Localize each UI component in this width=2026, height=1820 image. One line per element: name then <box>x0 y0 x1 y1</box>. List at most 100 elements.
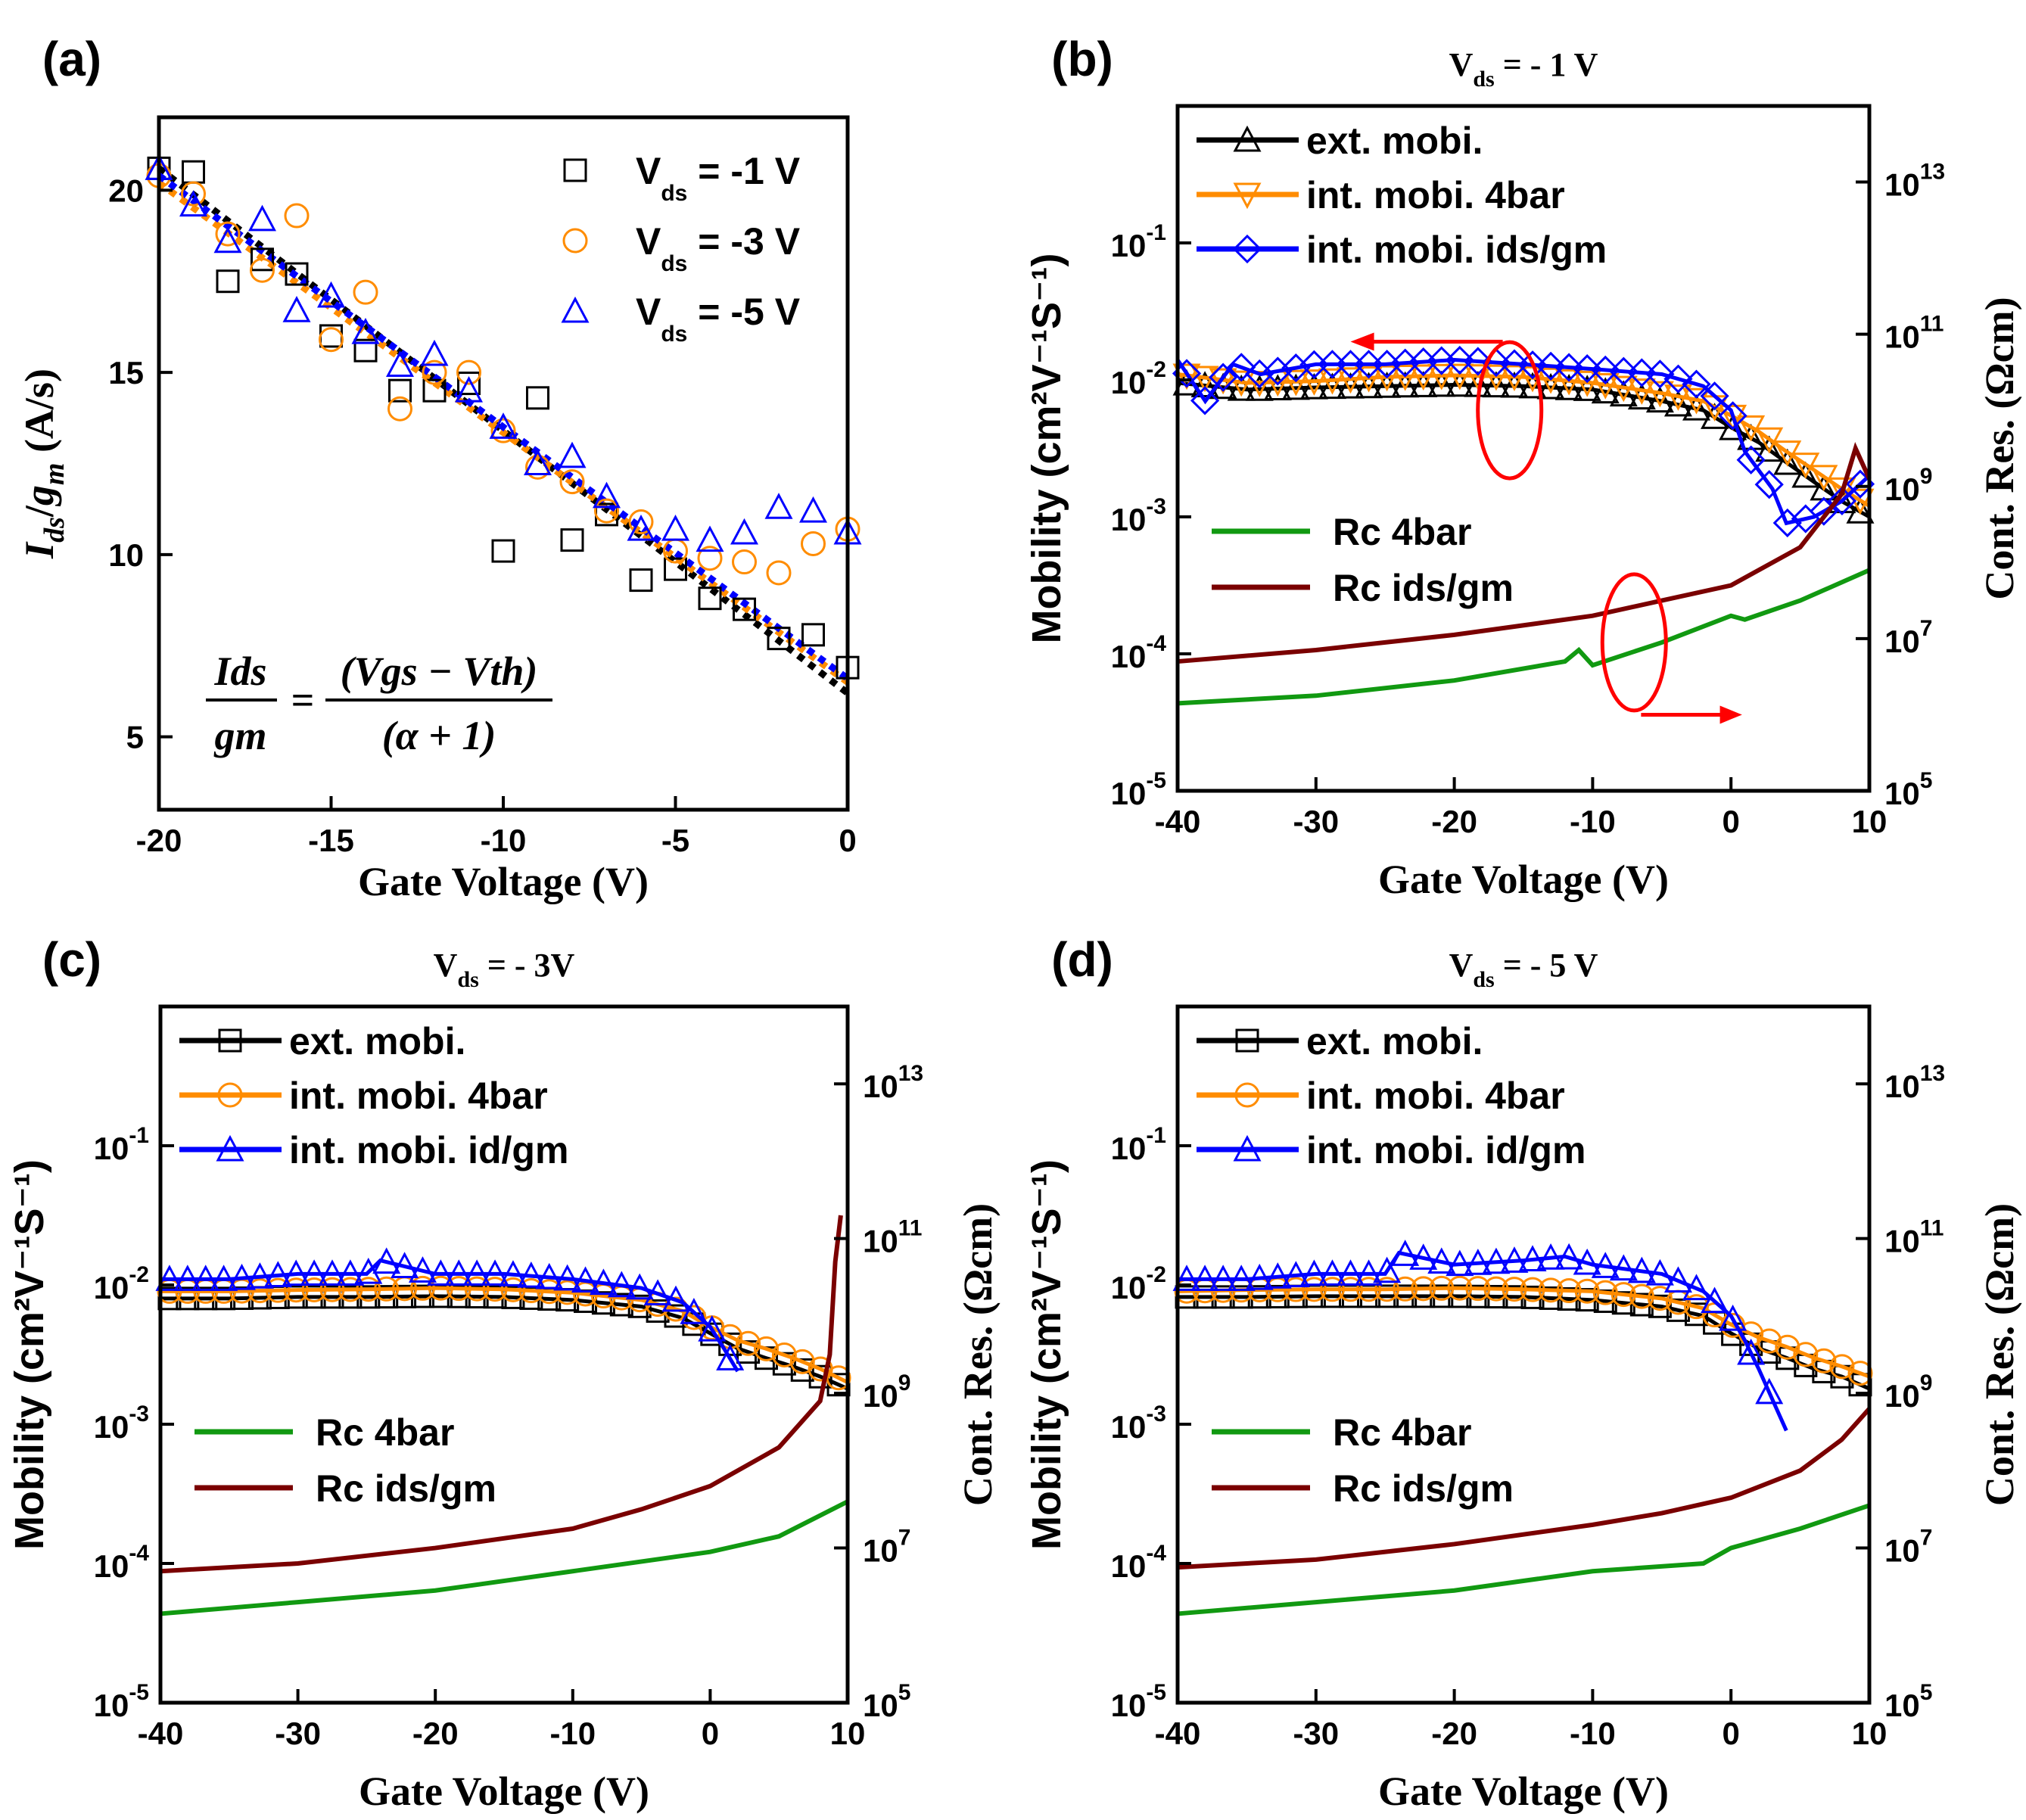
series-marker-b-2 <box>1663 364 1693 394</box>
point-2-7 <box>386 350 414 377</box>
series-marker-d-2 <box>1318 1259 1346 1286</box>
series-marker-c-2 <box>716 1344 745 1370</box>
point-2-14 <box>627 514 655 541</box>
series-line-c-4 <box>160 1215 843 1574</box>
point-0-14 <box>629 568 653 593</box>
series-marker-d-2 <box>1391 1240 1420 1266</box>
point-1-7 <box>387 396 412 422</box>
equation-rhs-num: (Vgs − Vth) <box>341 649 538 694</box>
point-1-2 <box>215 221 241 247</box>
y2-tick-label: 109 <box>863 1370 910 1414</box>
series-marker-b-2 <box>1209 362 1238 392</box>
series-marker-d-1 <box>1629 1283 1654 1309</box>
series-marker-c-0 <box>808 1364 832 1389</box>
series-marker-c-2 <box>426 1259 455 1286</box>
series-marker-d-2 <box>1227 1265 1256 1291</box>
series-marker-c-2 <box>625 1273 654 1300</box>
y-axis-title: Ids/gm (A/s) <box>17 369 70 559</box>
series-marker-d-2 <box>1536 1243 1565 1270</box>
series-marker-d-2 <box>1573 1248 1601 1275</box>
series-line-c-2 <box>160 1258 739 1373</box>
x-tick-label: -15 <box>308 823 354 858</box>
point-2-1 <box>179 190 207 217</box>
series-marker-b-0 <box>1555 374 1583 400</box>
series-marker-c-2 <box>462 1259 491 1286</box>
series-marker-b-0 <box>1500 371 1529 398</box>
series-marker-b-1 <box>1536 367 1565 394</box>
series-marker-c-2 <box>155 1265 184 1291</box>
series-line-d-3 <box>1177 1503 1870 1616</box>
series-marker-c-1 <box>482 1277 508 1302</box>
y-tick-label: 5 <box>126 720 144 755</box>
series-marker-d-1 <box>1502 1277 1527 1302</box>
panel-label-d: (d) <box>1051 932 1113 987</box>
series-marker-d-2 <box>1190 1265 1219 1291</box>
point-2-11 <box>524 449 552 475</box>
series-marker-b-2 <box>1536 351 1566 381</box>
series-marker-b-0 <box>1773 448 1802 475</box>
x-tick-label: -5 <box>661 823 689 858</box>
y2-tick-label: 1011 <box>1884 312 1944 355</box>
series-marker-b-1 <box>1482 364 1511 391</box>
series-marker-c-1 <box>265 1277 291 1303</box>
legend-label-a-0: Vds = -1 V <box>636 150 801 206</box>
series-marker-c-1 <box>247 1278 272 1304</box>
series-marker-c-2 <box>245 1262 274 1289</box>
y2-tick-label: 1011 <box>1884 1216 1944 1259</box>
equation-rhs-den: (α + 1) <box>382 713 496 758</box>
y-tick-label: 10-2 <box>1111 357 1166 400</box>
series-line-c-3 <box>160 1499 849 1616</box>
series-marker-d-0 <box>1629 1293 1654 1317</box>
series-marker-c-2 <box>571 1266 600 1293</box>
series-marker-d-2 <box>1755 1377 1784 1405</box>
y-tick-label: 10-3 <box>1111 494 1166 537</box>
y2-axis-title: Cont. Res. (Ωcm) <box>1977 1203 2022 1506</box>
series-marker-d-2 <box>1682 1274 1710 1301</box>
series-marker-b-2 <box>1463 347 1492 376</box>
series-marker-c-2 <box>535 1262 564 1290</box>
series-marker-d-1 <box>1829 1354 1855 1380</box>
series-marker-d-1 <box>1775 1334 1800 1360</box>
series-marker-b-2 <box>1827 486 1857 516</box>
point-1-12 <box>559 469 585 495</box>
series-marker-b-2 <box>1772 508 1802 538</box>
point-2-3 <box>248 204 276 232</box>
y-tick-label: 10-5 <box>1111 1680 1166 1723</box>
series-marker-c-2 <box>661 1285 690 1312</box>
series-marker-b-1 <box>1627 378 1656 405</box>
series-marker-b-0 <box>1645 386 1674 413</box>
series-marker-d-2 <box>1373 1256 1402 1283</box>
x-tick-label: -10 <box>481 823 527 858</box>
legend-label-d-0: ext. mobi. <box>1306 1020 1483 1062</box>
legend-marker-b-2 <box>1232 234 1262 264</box>
point-2-8 <box>420 339 449 366</box>
point-1-5 <box>319 327 344 353</box>
series-marker-d-1 <box>1847 1361 1873 1386</box>
y-tick-label: 10-4 <box>94 1541 150 1584</box>
equation: Ids gm = (Vgs − Vth) (α + 1) <box>206 649 552 758</box>
y-tick-label: 10-2 <box>1111 1262 1166 1305</box>
point-1-9 <box>456 359 481 385</box>
series-marker-c-1 <box>537 1279 562 1305</box>
y-tick-label: 10-5 <box>94 1680 149 1723</box>
series-marker-b-0 <box>1263 374 1292 401</box>
series-marker-c-1 <box>374 1276 400 1302</box>
series-marker-b-0 <box>1536 372 1565 400</box>
series-line-b-2 <box>1175 358 1871 526</box>
point-1-11 <box>525 454 550 480</box>
y2-tick-label: 107 <box>1884 616 1932 659</box>
equation-lhs-num: Ids <box>213 649 266 694</box>
series-marker-b-2 <box>1499 349 1530 378</box>
series-marker-d-1 <box>1647 1286 1673 1311</box>
panel-label-a: (a) <box>42 32 101 86</box>
series-marker-d-1 <box>1338 1277 1363 1302</box>
series-line-b-3 <box>1177 568 1871 706</box>
chart-a: -20 -15 -10 -5 0 5 10 15 20 Gate Voltage (V) Ids/g… <box>17 115 862 904</box>
point-2-13 <box>593 481 621 509</box>
point-1-10 <box>490 418 516 443</box>
series-marker-d-2 <box>1500 1246 1529 1273</box>
series-line-b-4 <box>1177 442 1872 664</box>
point-0-3 <box>251 247 274 272</box>
series-line-d-4 <box>1177 1407 1872 1570</box>
y-axis-title: Mobility (cm²V⁻¹S⁻¹) <box>1024 254 1069 644</box>
